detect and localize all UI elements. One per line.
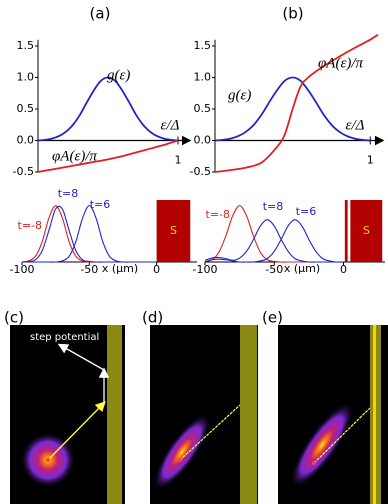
series-line	[204, 219, 344, 263]
y-tick-label: 0.5	[194, 102, 212, 115]
x-tick-label: 1	[367, 154, 374, 167]
series-label: t=8	[58, 187, 79, 200]
series-line	[21, 205, 157, 263]
x-axis-label: x (μm)	[284, 262, 320, 275]
y-tick-label: 0.0	[17, 134, 35, 147]
y-tick-label: 1.0	[17, 71, 35, 84]
y-tick-label: 1.5	[17, 39, 35, 52]
series-label: φA(ε)/π	[318, 55, 364, 71]
series-label: t=8	[263, 200, 284, 213]
image-e	[278, 325, 388, 504]
series-line	[214, 33, 379, 173]
y-tick-label: 0.0	[194, 134, 212, 147]
image-d	[150, 325, 258, 504]
barrier	[350, 200, 383, 262]
panel-label: (e)	[262, 309, 283, 327]
panel-label: (c)	[4, 309, 24, 327]
series-label: t=-8	[206, 208, 231, 221]
series-label: g(ε)	[107, 67, 130, 83]
barrier-label: S	[363, 224, 370, 237]
series-label: t=6	[296, 205, 317, 218]
series-line	[214, 76, 371, 142]
x-tick-label: -50	[80, 263, 98, 276]
series-label: t=6	[90, 198, 111, 211]
series-label: g(ε)	[228, 87, 251, 103]
x-tick-label: -100	[193, 263, 218, 276]
series-label: φA(ε)/π	[52, 148, 98, 164]
x-tick-label: -50	[265, 263, 283, 276]
x-tick-label: 0	[340, 263, 347, 276]
x-tick-label: -100	[10, 263, 35, 276]
x-axis-label: x (μm)	[102, 262, 138, 275]
panel-label: (a)	[90, 5, 111, 23]
series-line	[204, 219, 344, 263]
series-line	[21, 205, 157, 263]
x-axis-label: ε/Δ	[161, 117, 180, 133]
annotation: step potential	[30, 332, 99, 343]
x-axis-label: ε/Δ	[346, 117, 365, 133]
x-tick-label: 1	[175, 154, 182, 167]
series-line	[22, 205, 157, 263]
barrier-label: S	[170, 224, 177, 237]
y-tick-label: -0.5	[13, 165, 34, 178]
spike	[344, 200, 348, 262]
series-line	[37, 76, 179, 142]
series-line	[37, 139, 179, 173]
y-tick-label: 1.0	[194, 71, 212, 84]
barrier	[156, 200, 191, 262]
x-tick-label: 0	[153, 263, 160, 276]
y-tick-label: 0.5	[17, 102, 35, 115]
series-label: t=-8	[18, 219, 43, 232]
panel-label: (b)	[282, 5, 303, 23]
image-c	[10, 325, 125, 504]
y-tick-label: 1.5	[194, 39, 212, 52]
panel-label: (d)	[142, 309, 163, 327]
y-tick-label: -0.5	[190, 165, 211, 178]
